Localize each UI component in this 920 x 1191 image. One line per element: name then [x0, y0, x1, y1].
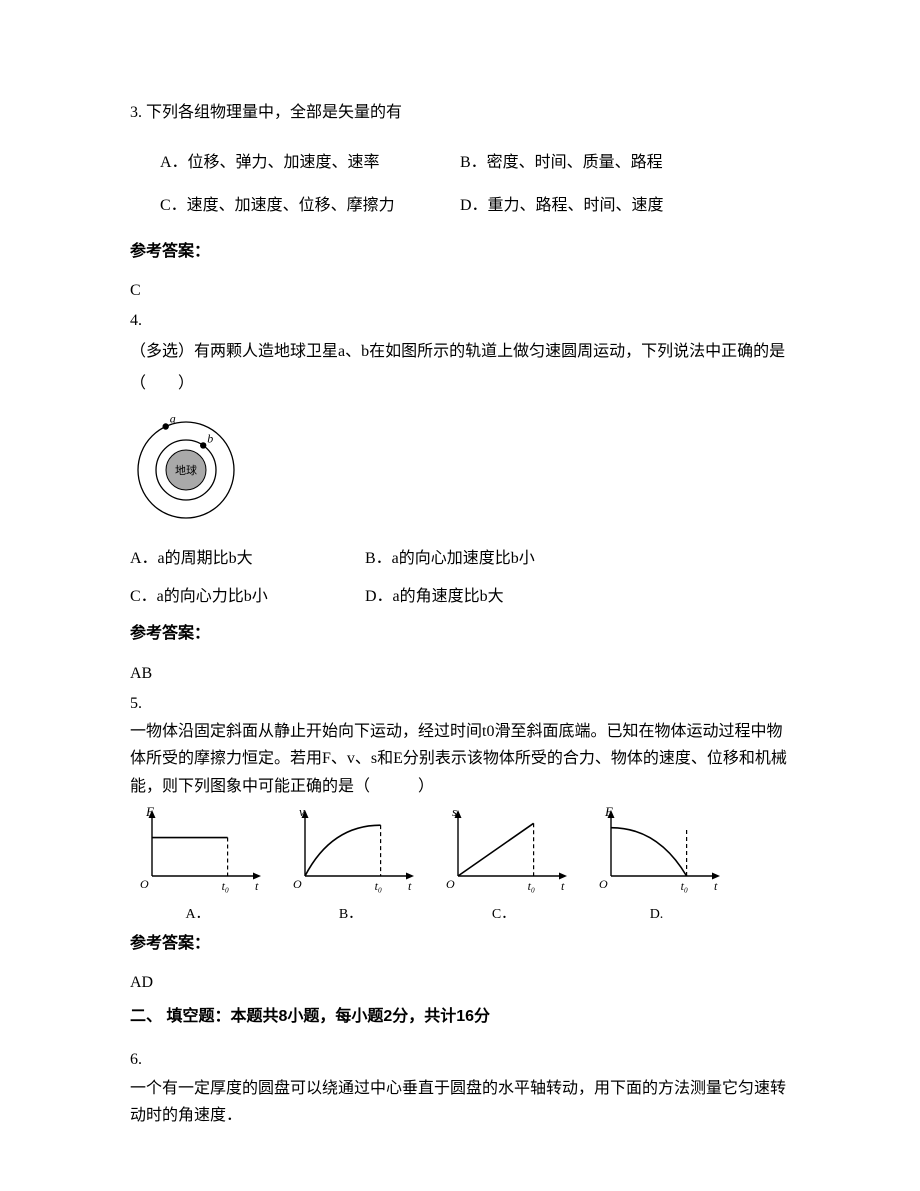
q5-chart-C-label: C． [436, 904, 571, 926]
svg-text:O: O [446, 877, 455, 891]
q3-options-row2: C．速度、加速度、位移、摩擦力 D．重力、路程、时间、速度 [130, 193, 790, 219]
svg-text:a: a [170, 414, 176, 425]
q6-prompt: 一个有一定厚度的圆盘可以绕通过中心垂直于圆盘的水平轴转动，用下面的方法测量它匀速… [130, 1075, 790, 1129]
q5-answer-head: 参考答案： [130, 931, 790, 957]
question-3: 3. 下列各组物理量中，全部是矢量的有 A．位移、弹力、加速度、速率 B．密度、… [130, 100, 790, 219]
svg-text:t: t [255, 879, 259, 893]
q4-optC: C．a的向心力比b小 [130, 584, 365, 610]
svg-text:t₀: t₀ [528, 879, 536, 893]
q4-optA: A．a的周期比b大 [130, 546, 365, 572]
svg-text:b: b [207, 431, 213, 445]
q3-answer-head: 参考答案： [130, 239, 790, 265]
q5-charts-row: O Ft t₀ A． Ov t t₀ B． Os t t₀ C． O Et t₀ D. [130, 806, 790, 927]
q5-chart-B: Ov t t₀ B． [283, 806, 418, 927]
svg-text:地球: 地球 [175, 463, 197, 477]
q3-answer: C [130, 278, 790, 304]
section-2-head: 二、 填空题：本题共8小题，每小题2分，共计16分 [130, 1004, 790, 1030]
q5-answer: AD [130, 970, 790, 996]
q3-optD: D．重力、路程、时间、速度 [460, 193, 664, 219]
q3-options-row1: A．位移、弹力、加速度、速率 B．密度、时间、质量、路程 [130, 150, 790, 176]
q3-optB: B．密度、时间、质量、路程 [460, 150, 663, 176]
svg-text:t: t [408, 879, 412, 893]
q4-optB: B．a的向心加速度比b小 [365, 546, 535, 572]
q5-chart-A: O Ft t₀ A． [130, 806, 265, 927]
svg-text:t₀: t₀ [681, 879, 689, 893]
q4-orbit-diagram: 地球 a b [130, 414, 790, 535]
q5-chart-C: Os t t₀ C． [436, 806, 571, 927]
svg-text:v: v [299, 806, 305, 819]
svg-text:t: t [561, 879, 565, 893]
q4-num: 4. [130, 308, 790, 334]
q5-chart-D-label: D. [589, 904, 724, 926]
q4-prompt: （多选）有两颗人造地球卫星a、b在如图所示的轨道上做匀速圆周运动，下列说法中正确… [130, 336, 790, 400]
q3-optC: C．速度、加速度、位移、摩擦力 [160, 193, 460, 219]
svg-text:F: F [145, 806, 155, 819]
q4-options-row1: A．a的周期比b大 B．a的向心加速度比b小 [130, 546, 790, 572]
q5-chart-D: O Et t₀ D. [589, 806, 724, 927]
svg-text:t₀: t₀ [222, 879, 230, 893]
svg-text:O: O [140, 877, 149, 891]
svg-text:s: s [452, 806, 457, 819]
q5-prompt: 一物体沿固定斜面从静止开始向下运动，经过时间t0滑至斜面底端。已知在物体运动过程… [130, 718, 790, 800]
q3-optA: A．位移、弹力、加速度、速率 [160, 150, 460, 176]
q4-answer-head: 参考答案： [130, 621, 790, 647]
svg-text:O: O [293, 877, 302, 891]
svg-text:O: O [599, 877, 608, 891]
q5-num: 5. [130, 691, 790, 717]
q3-prompt: 3. 下列各组物理量中，全部是矢量的有 [130, 100, 790, 126]
q5-chart-B-label: B． [283, 904, 418, 926]
svg-text:t₀: t₀ [375, 879, 383, 893]
q5-chart-A-label: A． [130, 904, 265, 926]
q4-optD: D．a的角速度比b大 [365, 584, 504, 610]
svg-text:t: t [714, 879, 718, 893]
q4-answer: AB [130, 661, 790, 687]
q4-options-row2: C．a的向心力比b小 D．a的角速度比b大 [130, 584, 790, 610]
q6-num: 6. [130, 1047, 790, 1073]
svg-text:E: E [604, 806, 613, 819]
